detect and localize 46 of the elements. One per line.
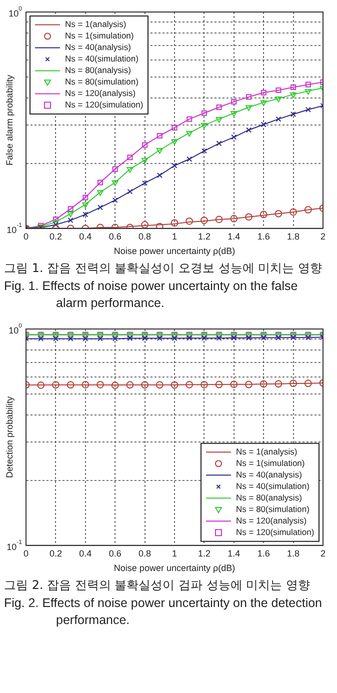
legend-label: Ns = 80(simulation) bbox=[236, 504, 310, 514]
x-tick-label: 0.8 bbox=[138, 231, 152, 242]
legend-label: Ns = 120(simulation) bbox=[65, 100, 144, 110]
y-axis-title: Detection probability bbox=[4, 396, 14, 478]
x-tick-label: 1.4 bbox=[228, 548, 240, 558]
legend-label: Ns = 80(analysis) bbox=[65, 65, 132, 76]
legend-label: Ns = 1(simulation) bbox=[65, 30, 134, 41]
legend-label: Ns = 40(simulation) bbox=[236, 480, 310, 491]
legend-label: Ns = 80(analysis) bbox=[236, 492, 302, 502]
legend-label: Ns = 40(simulation) bbox=[65, 54, 139, 64]
caption: Fig. 2. Effects of noise power uncertainty on the detection performance. bbox=[4, 595, 324, 629]
x-tick-label: 0 bbox=[23, 548, 29, 558]
x-tick-label: 1.8 bbox=[287, 548, 300, 558]
x-tick-label: 0.4 bbox=[79, 548, 92, 558]
x-tick-label: 0.2 bbox=[49, 548, 62, 558]
x-tick-label: 0.2 bbox=[49, 231, 62, 242]
x-axis-title: Noise power uncertainty ρ(dB) bbox=[114, 563, 236, 574]
x-tick-label: 1 bbox=[172, 548, 178, 558]
caption: 그림 2. 잡음 전력의 불확실성이 검파 성능에 미치는 영향 bbox=[4, 577, 311, 594]
legend-label: Ns = 40(analysis) bbox=[65, 42, 132, 52]
x-tick-label: 1.8 bbox=[287, 231, 300, 242]
x-tick-label: 0.8 bbox=[138, 548, 152, 558]
legend-label: Ns = 120(analysis) bbox=[65, 88, 136, 98]
legend-label: Ns = 120(analysis) bbox=[236, 515, 307, 526]
x-tick-label: 2 bbox=[320, 231, 326, 242]
legend-label: Ns = 1(simulation) bbox=[236, 458, 305, 468]
caption: Fig. 1. Effects of noise power uncertainty on the false alarm performance. bbox=[4, 278, 299, 312]
legend-label: Ns = 40(analysis) bbox=[236, 469, 302, 480]
x-tick-label: 1.2 bbox=[198, 231, 210, 242]
x-tick-label: 1 bbox=[172, 231, 178, 242]
x-tick-label: 1.6 bbox=[257, 231, 270, 242]
x-tick-label: 1.4 bbox=[228, 231, 240, 242]
x-tick-label: 0.4 bbox=[79, 231, 92, 242]
legend-label: Ns = 1(analysis) bbox=[236, 446, 298, 456]
x-tick-label: 1.6 bbox=[257, 548, 270, 558]
x-tick-label: 1.2 bbox=[198, 548, 210, 558]
legend-label: Ns = 80(simulation) bbox=[65, 76, 139, 87]
x-tick-label: 0.6 bbox=[108, 231, 122, 242]
caption: 그림 1. 잡음 전력의 불확실성이 오경보 성능에 미치는 영향 bbox=[4, 260, 323, 277]
x-tick-label: 2 bbox=[320, 548, 326, 558]
x-tick-label: 0.6 bbox=[108, 548, 122, 558]
x-tick-label: 0 bbox=[23, 231, 29, 242]
x-axis-title: Noise power uncertainty ρ(dB) bbox=[114, 246, 236, 256]
legend-label: Ns = 1(analysis) bbox=[65, 19, 126, 30]
legend-label: Ns = 120(simulation) bbox=[236, 526, 314, 537]
y-axis-title: False alarm probability bbox=[4, 74, 14, 166]
